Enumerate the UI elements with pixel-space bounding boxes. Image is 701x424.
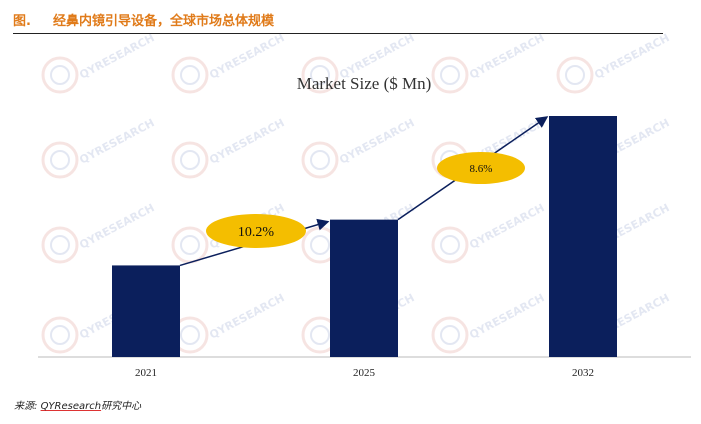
watermark: QYRESEARCH bbox=[431, 291, 547, 354]
figure-label: 图. bbox=[13, 14, 31, 29]
cagr-ellipse bbox=[206, 214, 306, 248]
watermark-text: QYRESEARCH bbox=[592, 31, 671, 81]
watermark: QYRESEARCH bbox=[171, 31, 287, 94]
watermark-text: QYRESEARCH bbox=[467, 31, 546, 81]
watermark: QYRESEARCH bbox=[171, 291, 287, 354]
watermark-text: QYRESEARCH bbox=[77, 201, 156, 251]
watermark-text: QYRESEARCH bbox=[467, 291, 546, 341]
chart-title: Market Size ($ Mn) bbox=[297, 74, 432, 93]
source-suffix: 研究中心 bbox=[101, 401, 142, 412]
figure-title: 经鼻内镜引导设备，全球市场总体规模 bbox=[52, 14, 274, 29]
watermark-text: QYRESEARCH bbox=[207, 31, 286, 81]
watermark: QYRESEARCH bbox=[431, 201, 547, 264]
growth-arrows: 10.2% 8.6% bbox=[179, 116, 549, 267]
x-tick-label: 2025 bbox=[353, 367, 376, 379]
watermark-text: QYRESEARCH bbox=[467, 201, 546, 251]
watermark: QYRESEARCH bbox=[41, 201, 157, 264]
cagr-ellipse bbox=[437, 152, 525, 184]
source-brand: QYResearch bbox=[40, 401, 102, 412]
cagr-label: 8.6% bbox=[470, 163, 493, 175]
watermark-text: QYRESEARCH bbox=[77, 116, 156, 166]
watermark-text: QYRESEARCH bbox=[207, 291, 286, 341]
watermark-text: QYRESEARCH bbox=[337, 116, 416, 166]
watermark: QYRESEARCH bbox=[171, 116, 287, 179]
watermark: QYRESEARCH bbox=[556, 31, 672, 94]
cagr-label: 10.2% bbox=[238, 225, 275, 240]
watermark: QYRESEARCH bbox=[301, 116, 417, 179]
header-divider bbox=[13, 33, 663, 34]
watermark: QYRESEARCH bbox=[41, 31, 157, 94]
watermark: QYRESEARCH bbox=[431, 31, 547, 94]
bar-2025 bbox=[330, 219, 398, 357]
figure-header: 图. 经鼻内镜引导设备，全球市场总体规模 bbox=[13, 10, 663, 29]
source-note: 来源: QYResearch研究中心 bbox=[14, 397, 141, 412]
x-tick-label: 2021 bbox=[135, 367, 157, 379]
x-tick-label: 2032 bbox=[572, 367, 594, 379]
x-tick-labels: 2021 2025 2032 bbox=[135, 367, 594, 379]
source-prefix: 来源: bbox=[14, 401, 38, 412]
watermark: QYRESEARCH bbox=[41, 116, 157, 179]
bar-2032 bbox=[549, 116, 617, 357]
watermark-text: QYRESEARCH bbox=[77, 31, 156, 81]
bars-layer bbox=[112, 116, 617, 357]
bar-2021 bbox=[112, 265, 180, 357]
watermark-text: QYRESEARCH bbox=[207, 116, 286, 166]
